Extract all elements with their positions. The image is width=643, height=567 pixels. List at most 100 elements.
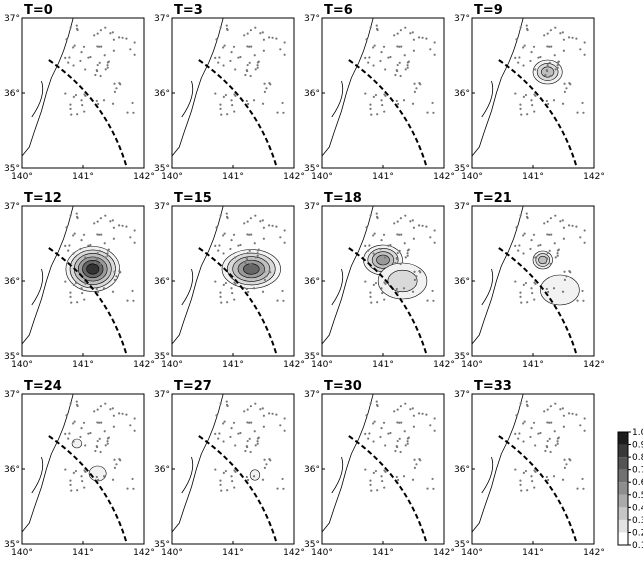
station — [100, 233, 103, 236]
x-tick-label: 141° — [72, 360, 94, 370]
station — [394, 449, 397, 453]
station — [239, 431, 242, 435]
station — [529, 435, 532, 439]
station — [75, 215, 79, 218]
station — [402, 99, 406, 102]
station — [111, 407, 114, 410]
station — [546, 102, 550, 106]
station — [87, 56, 90, 59]
station — [112, 38, 115, 41]
station — [96, 251, 99, 255]
station — [556, 440, 559, 443]
station — [69, 291, 72, 294]
y-tick-label: 36° — [4, 89, 20, 99]
station — [411, 31, 414, 34]
station — [382, 421, 386, 424]
station — [369, 483, 372, 486]
coastline — [21, 17, 74, 157]
station — [79, 247, 82, 251]
station — [375, 215, 379, 218]
station — [552, 99, 556, 102]
map-panel: T=30 140° 141° 142° 35° 36° 37° — [304, 379, 455, 558]
station — [250, 233, 253, 236]
station — [234, 68, 237, 71]
station — [252, 99, 256, 102]
station — [275, 413, 278, 416]
station — [394, 73, 397, 77]
station — [72, 252, 75, 255]
station — [399, 262, 402, 266]
station — [218, 244, 221, 247]
station — [100, 45, 103, 48]
station — [231, 103, 234, 107]
station — [561, 102, 565, 105]
station — [243, 410, 246, 413]
station — [217, 61, 220, 64]
station — [530, 475, 533, 478]
station — [222, 252, 225, 255]
station — [567, 224, 571, 227]
station — [565, 275, 568, 278]
station — [115, 463, 118, 466]
station — [229, 59, 232, 63]
y-tick-label: 37° — [154, 202, 170, 212]
station — [94, 261, 97, 265]
station — [117, 224, 121, 227]
x-tick-label: 142° — [133, 360, 155, 370]
station — [104, 214, 107, 217]
station — [369, 103, 372, 106]
station — [263, 270, 266, 273]
station — [99, 262, 102, 266]
colorbar-label: 0.4 — [632, 503, 643, 513]
station — [102, 287, 106, 290]
y-tick-label: 35° — [154, 352, 170, 362]
station — [404, 402, 407, 405]
station — [72, 46, 75, 49]
colorbar-step — [618, 532, 628, 545]
station — [549, 74, 552, 78]
station — [421, 224, 424, 227]
x-tick-label: 140° — [161, 172, 183, 182]
map-panel: T=15 140° 141° 142° 35° 36° 37° — [154, 191, 305, 370]
station — [217, 249, 220, 252]
station — [549, 405, 552, 408]
station — [364, 244, 367, 247]
station — [102, 475, 106, 478]
station — [118, 82, 121, 85]
station — [281, 101, 284, 105]
y-tick-label: 37° — [454, 14, 470, 24]
station — [561, 31, 564, 34]
station — [395, 99, 398, 103]
station — [98, 45, 101, 48]
station — [104, 444, 107, 447]
station — [557, 248, 560, 251]
station — [219, 479, 222, 482]
station — [373, 232, 376, 235]
station — [563, 458, 566, 461]
station — [374, 469, 378, 473]
station — [534, 444, 537, 447]
station — [530, 427, 533, 430]
station — [256, 66, 259, 69]
station — [561, 407, 564, 410]
station — [222, 471, 225, 474]
station — [550, 233, 553, 236]
station — [225, 403, 229, 406]
station — [100, 421, 103, 424]
station — [246, 421, 249, 424]
station — [369, 291, 372, 294]
station — [68, 56, 71, 59]
station — [396, 102, 400, 106]
station — [220, 113, 223, 116]
station — [261, 290, 265, 293]
station — [562, 237, 565, 240]
station — [404, 256, 407, 259]
station — [282, 487, 285, 490]
panel-frame — [321, 393, 445, 545]
station — [409, 32, 412, 35]
map-panel: T=24 140° 141° 142° 35° 36° 37° — [4, 379, 155, 558]
contour — [71, 438, 83, 449]
station — [431, 477, 434, 481]
station — [275, 37, 278, 40]
station — [556, 64, 559, 67]
